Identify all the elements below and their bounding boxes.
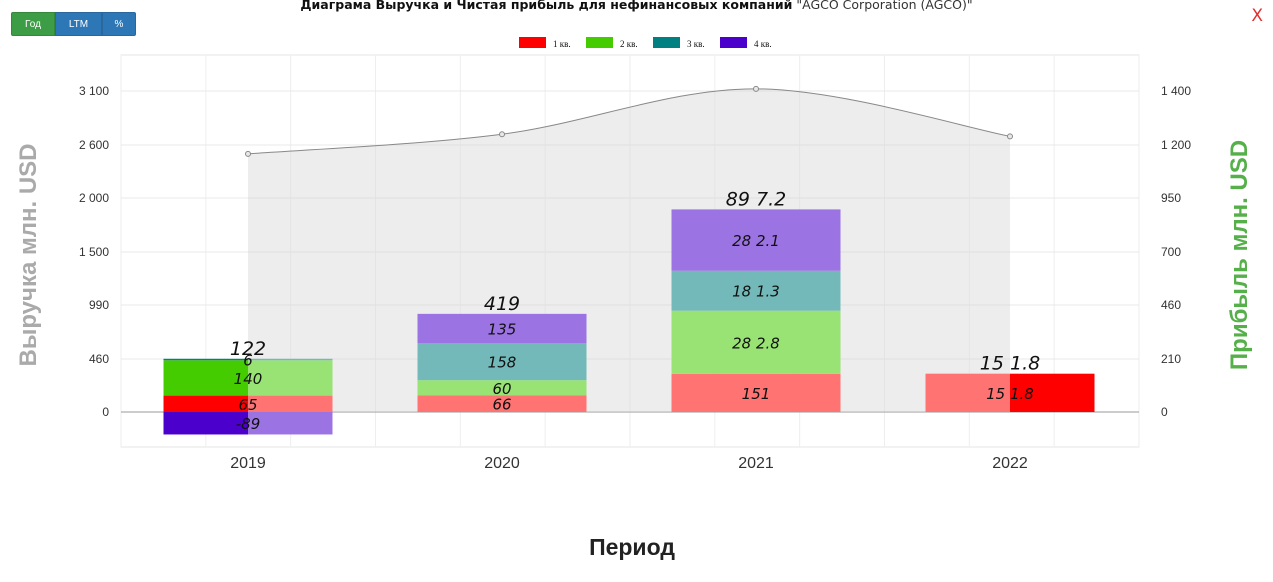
- bar-segment-3q[interactable]: [417, 343, 587, 381]
- y-left-tick-label: 2 600: [79, 138, 109, 152]
- y-left-tick-label: 460: [89, 352, 109, 366]
- bar-segment-4q[interactable]: [248, 412, 333, 435]
- revenue-point[interactable]: [499, 131, 505, 138]
- x-tick-label: 2022: [992, 455, 1028, 472]
- y-left-tick-label: 2 000: [79, 191, 109, 205]
- x-tick-label: 2019: [230, 455, 266, 472]
- y-left-tick-label: 0: [102, 405, 109, 419]
- bar-total-label: 15 1.8: [980, 353, 1040, 375]
- y-left-tick-label: 1 500: [79, 245, 109, 259]
- bar-value-label: 140: [234, 370, 263, 388]
- y-left-tick-label: 990: [89, 298, 109, 312]
- bar-segment-4q[interactable]: [163, 412, 249, 435]
- bar-value-label: 66: [492, 396, 511, 414]
- revenue-point[interactable]: [245, 150, 251, 157]
- legend-swatch[interactable]: [720, 37, 747, 48]
- bar-value-label: 158: [488, 354, 517, 372]
- bar-value-label: 28 2.8: [732, 334, 780, 352]
- x-axis-title: Период: [589, 534, 675, 560]
- legend-swatch[interactable]: [653, 37, 680, 48]
- x-tick-label: 2020: [484, 455, 520, 472]
- revenue-line: [247, 88, 1011, 155]
- bar-segment-1q[interactable]: [248, 395, 333, 412]
- y-right-tick-label: 460: [1161, 298, 1181, 312]
- bar-segment-3q[interactable]: [671, 270, 841, 311]
- bar-value-label: 6: [243, 352, 253, 370]
- bar-segment-2q[interactable]: [248, 360, 333, 396]
- y-right-tick-label: 210: [1161, 352, 1181, 366]
- bar-segment-4q[interactable]: [417, 313, 587, 344]
- bar-segment-1q[interactable]: [925, 373, 1011, 412]
- bar-segment-3q[interactable]: [248, 358, 333, 361]
- bar-total-label: 419: [484, 293, 520, 315]
- bar-segment-2q[interactable]: [163, 360, 249, 396]
- bar-segment-1q[interactable]: [1010, 373, 1095, 412]
- legend-swatch[interactable]: [519, 37, 546, 48]
- chart-title: Диаграма Выручка и Чистая прибыль для не…: [0, 0, 1273, 12]
- year-button[interactable]: Год: [11, 12, 55, 36]
- legend-label[interactable]: 4 кв.: [754, 39, 772, 49]
- y-axis-left-title: Выручка млн. USD: [15, 144, 42, 367]
- period-toggle-group: Год LTM %: [11, 12, 136, 36]
- bar-total-label: 122: [230, 338, 266, 360]
- legend-label[interactable]: 3 кв.: [687, 39, 705, 49]
- bar-value-label: -89: [236, 415, 261, 433]
- revenue-point[interactable]: [753, 85, 759, 92]
- x-tick-label: 2021: [738, 455, 774, 472]
- chart-title-main: Диаграма Выручка и Чистая прибыль для не…: [300, 0, 793, 12]
- chart-title-company: "AGCO Corporation (AGCO)": [796, 0, 973, 12]
- percent-button[interactable]: %: [102, 12, 136, 36]
- bar-segment-2q[interactable]: [417, 380, 587, 396]
- bar-value-label: 151: [742, 385, 771, 403]
- bar-segment-4q[interactable]: [671, 209, 841, 271]
- y-right-tick-label: 1 200: [1161, 138, 1191, 152]
- bar-value-label: 18 1.3: [732, 283, 780, 301]
- legend-label[interactable]: 2 кв.: [620, 39, 638, 49]
- legend-label[interactable]: 1 кв.: [553, 39, 571, 49]
- close-icon[interactable]: X: [1251, 6, 1263, 26]
- y-axis-right-title: Прибыль млн. USD: [1226, 140, 1253, 370]
- y-left-tick-label: 3 100: [79, 84, 109, 98]
- legend-swatch[interactable]: [586, 37, 613, 48]
- ltm-button[interactable]: LTM: [55, 12, 102, 36]
- bar-segment-1q[interactable]: [417, 395, 587, 412]
- y-right-tick-label: 700: [1161, 245, 1181, 259]
- bar-segment-1q[interactable]: [671, 373, 841, 412]
- bar-total-label: 89 7.2: [726, 188, 786, 210]
- bar-value-label: 60: [492, 380, 511, 398]
- bar-segment-2q[interactable]: [671, 310, 841, 374]
- bar-value-label: 15 1.8: [986, 385, 1034, 403]
- y-right-tick-label: 950: [1161, 191, 1181, 205]
- bar-segment-3q[interactable]: [163, 358, 249, 361]
- bar-segment-1q[interactable]: [163, 395, 249, 412]
- bar-value-label: 65: [238, 396, 257, 414]
- bar-value-label: 28 2.1: [732, 232, 780, 250]
- y-right-tick-label: 0: [1161, 405, 1168, 419]
- bar-value-label: 135: [488, 320, 517, 338]
- y-right-tick-label: 1 400: [1161, 84, 1191, 98]
- revenue-point[interactable]: [1007, 133, 1013, 140]
